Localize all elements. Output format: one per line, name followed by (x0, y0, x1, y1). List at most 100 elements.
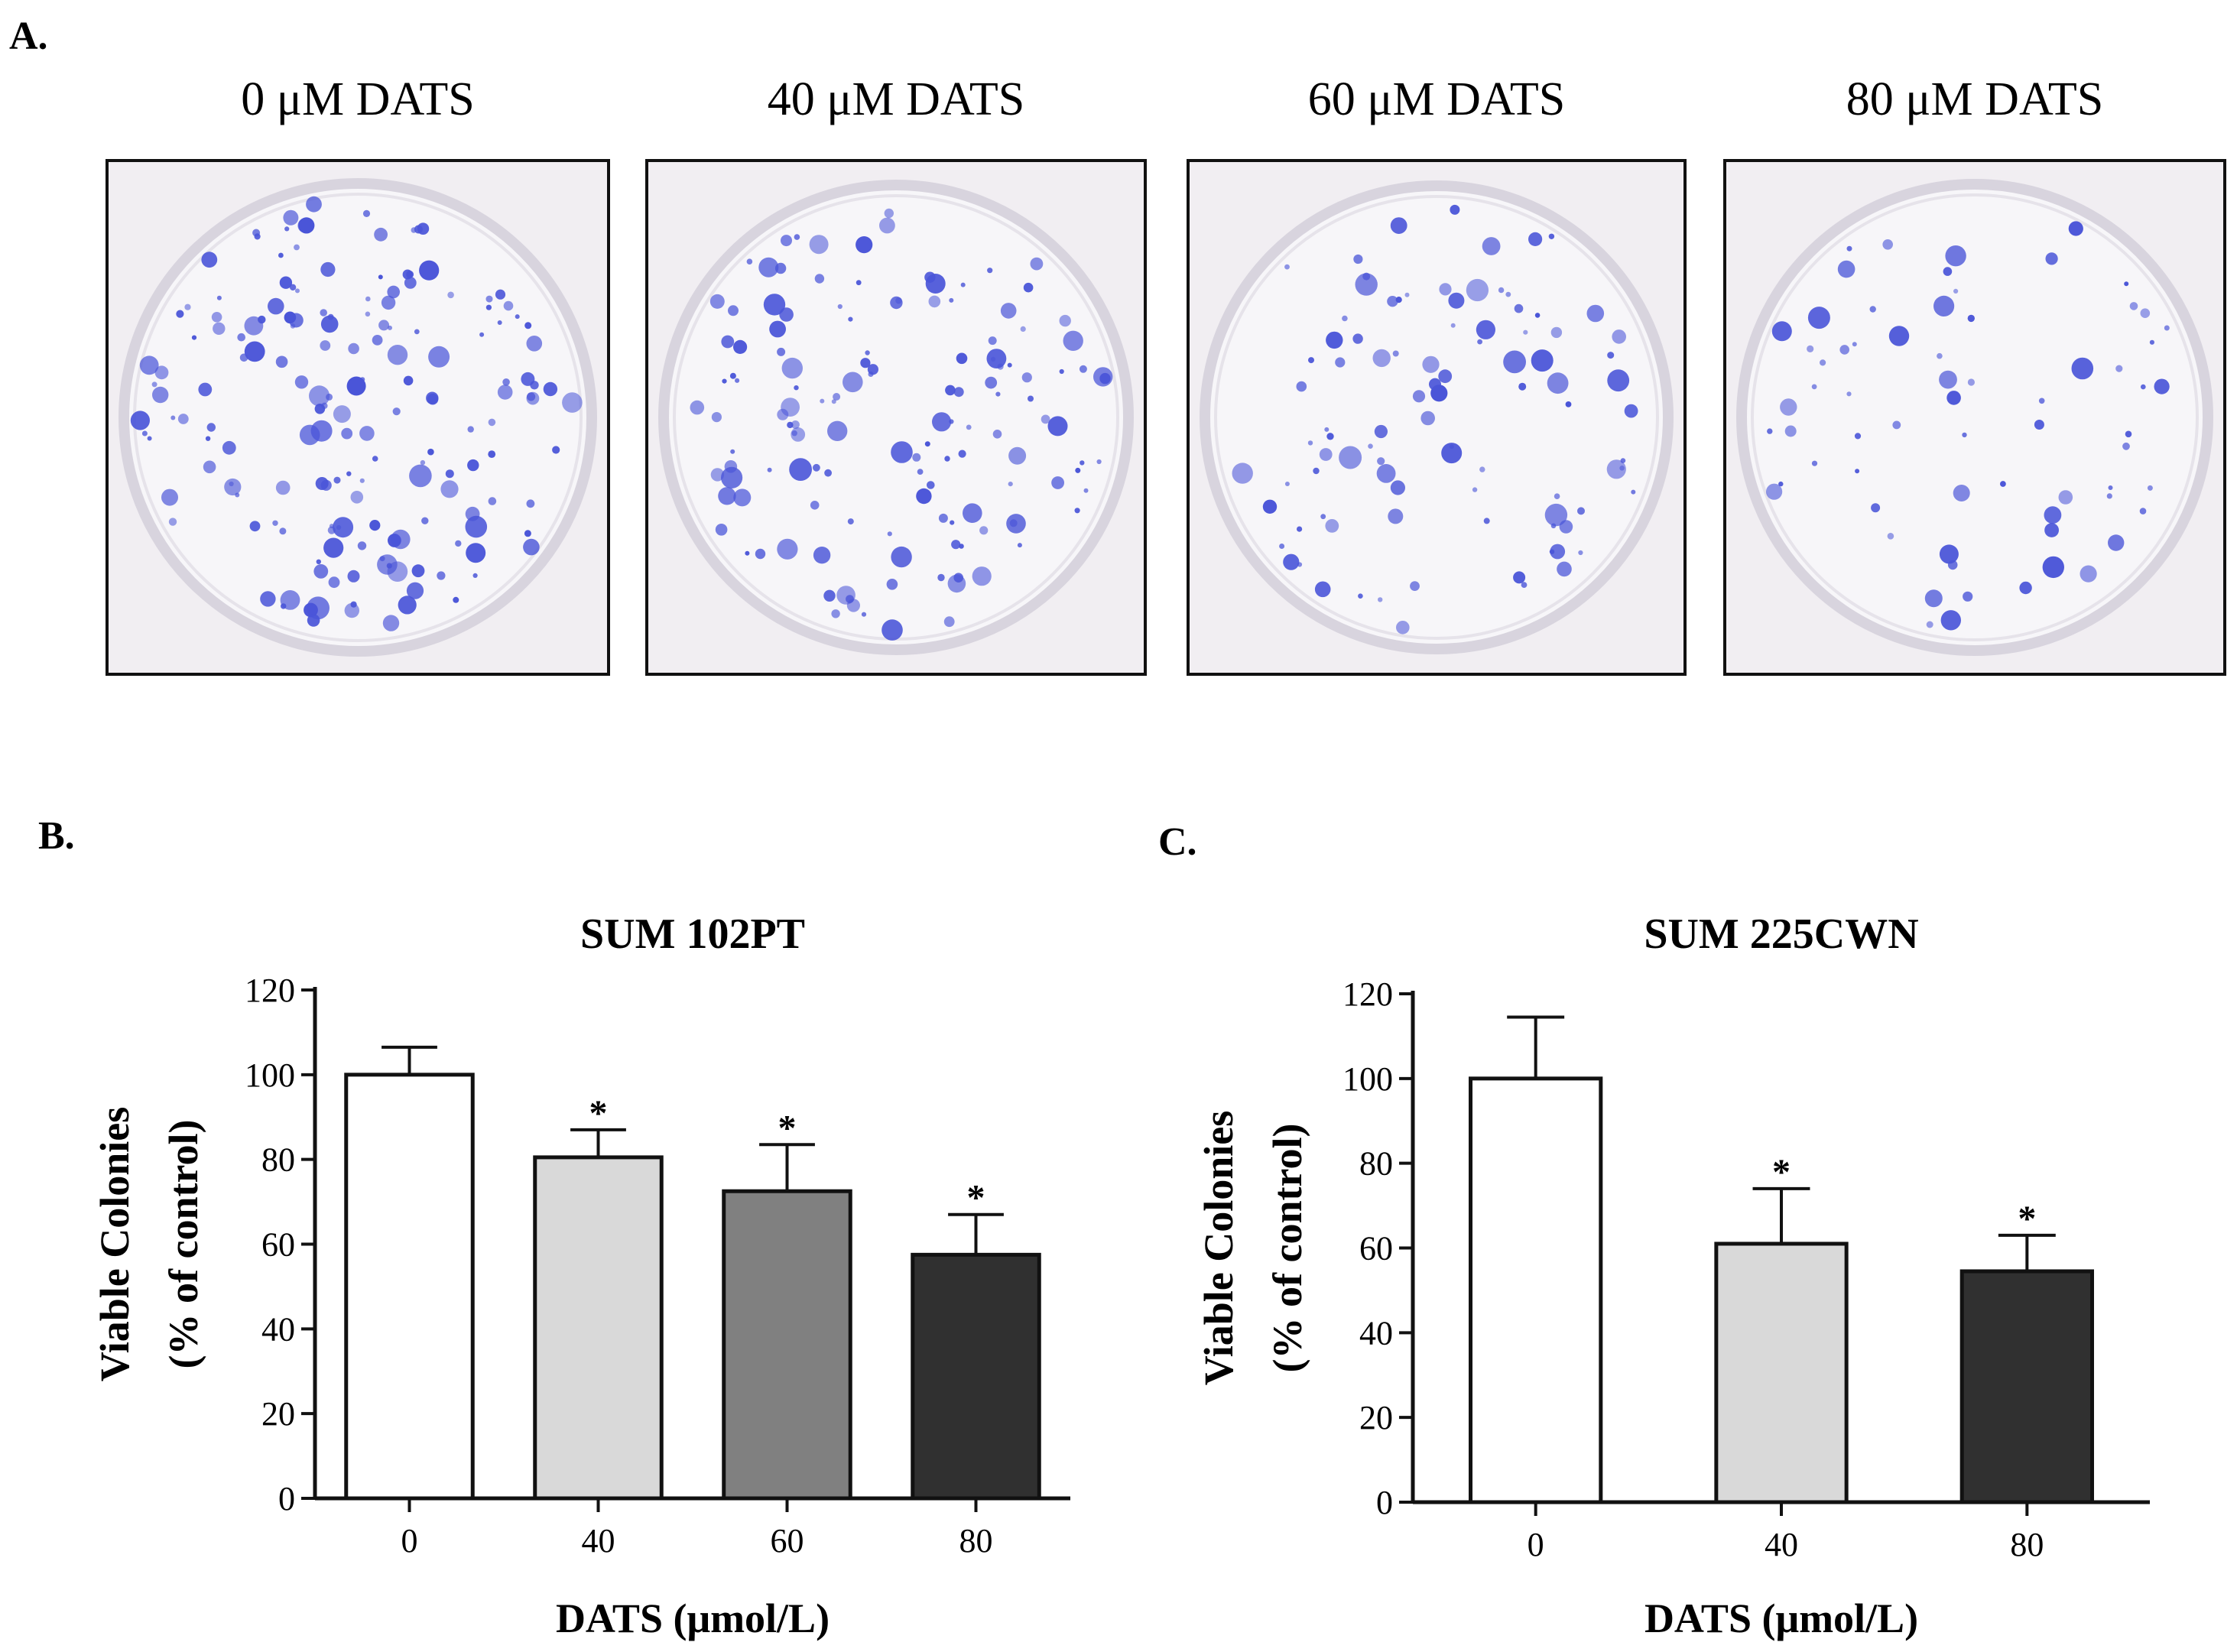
colony (843, 372, 863, 393)
y-tick-label: 100 (245, 1056, 295, 1094)
colony (485, 295, 493, 303)
x-axis-title: DATS (μmol/L) (1644, 1595, 1918, 1641)
colony (321, 402, 328, 409)
colony (1523, 329, 1528, 335)
colony (1846, 391, 1852, 397)
colony (891, 441, 913, 463)
petri-dish (119, 178, 597, 657)
colony (347, 570, 360, 583)
colony (868, 372, 874, 377)
colony (211, 312, 222, 323)
colony (1820, 359, 1826, 366)
colony (1514, 303, 1524, 313)
colony (176, 310, 184, 318)
colony (275, 480, 291, 495)
colony (328, 576, 340, 589)
colony (252, 229, 261, 237)
y-tick-label: 60 (1359, 1230, 1393, 1267)
colony (813, 547, 831, 564)
x-tick-label: 80 (959, 1522, 993, 1560)
colony (278, 252, 284, 258)
colony (951, 540, 961, 550)
colony (2080, 565, 2097, 583)
colony (833, 393, 841, 401)
colony (249, 521, 261, 532)
colony (943, 616, 955, 628)
colony (2122, 442, 2130, 450)
colony (1811, 460, 1818, 466)
colony (2042, 556, 2064, 579)
colony (2147, 485, 2153, 491)
colony (1358, 593, 1363, 599)
colony (488, 418, 496, 427)
colony (455, 540, 462, 547)
colony (320, 315, 339, 333)
colony (488, 497, 497, 505)
colony (2038, 398, 2045, 404)
colony (1937, 352, 1943, 359)
colony (1028, 395, 1034, 402)
x-tick-label: 60 (771, 1522, 804, 1560)
colony (1939, 544, 1959, 564)
colony (479, 332, 485, 337)
y-tick-label: 20 (1359, 1399, 1393, 1436)
colony (387, 285, 400, 299)
colony (1390, 480, 1405, 495)
plate-title: 40 μM DATS (768, 73, 1024, 125)
colony (1550, 544, 1566, 560)
colony (417, 222, 430, 235)
colony (524, 322, 532, 329)
colony (1505, 291, 1511, 297)
colony (378, 274, 383, 280)
colony (229, 481, 234, 487)
colony (1839, 345, 1849, 355)
panel-a-label: A. (9, 15, 48, 58)
colony (1811, 384, 1817, 390)
colony (503, 300, 514, 311)
colony (440, 480, 459, 498)
panel-label: B. (38, 814, 75, 858)
colony (1807, 345, 1814, 352)
colony (2108, 485, 2113, 490)
colony (1807, 307, 1830, 329)
colony (2019, 581, 2032, 595)
colony (1326, 433, 1334, 440)
panel-a: A. 0 μM DATS 40 μM DATS 60 μM DATS 80 μM DA… (9, 15, 2226, 676)
colony (279, 527, 287, 535)
colony (279, 276, 293, 289)
colony (927, 481, 935, 489)
colony (1324, 427, 1330, 432)
colony (374, 227, 388, 242)
colony (733, 488, 752, 507)
colony (543, 381, 558, 397)
colony (1047, 416, 1068, 437)
colony (928, 295, 941, 308)
colony (722, 378, 727, 384)
colony (721, 335, 735, 349)
colony (2154, 378, 2170, 394)
colony (1450, 204, 1460, 215)
colony (924, 441, 930, 447)
colony (552, 446, 560, 454)
colony (791, 430, 797, 437)
colony (979, 526, 989, 535)
colony (2129, 302, 2138, 310)
colony (1279, 544, 1285, 549)
colony (1846, 245, 1852, 252)
colony (346, 376, 366, 396)
bar-60 (722, 1189, 852, 1501)
colony (348, 342, 359, 355)
x-axis-title: DATS (μmol/L) (556, 1595, 830, 1641)
colony (445, 469, 454, 479)
colony (1396, 621, 1410, 635)
colony (2125, 430, 2132, 438)
colony (381, 295, 396, 310)
colony (1476, 320, 1495, 339)
colony (917, 469, 924, 475)
plate-3: 80 μM DATS (1723, 73, 2226, 676)
colony (177, 414, 189, 424)
plate-title: 60 μM DATS (1308, 73, 1565, 125)
colony (2045, 252, 2058, 265)
colonies (1232, 204, 1638, 635)
colony (184, 303, 191, 310)
